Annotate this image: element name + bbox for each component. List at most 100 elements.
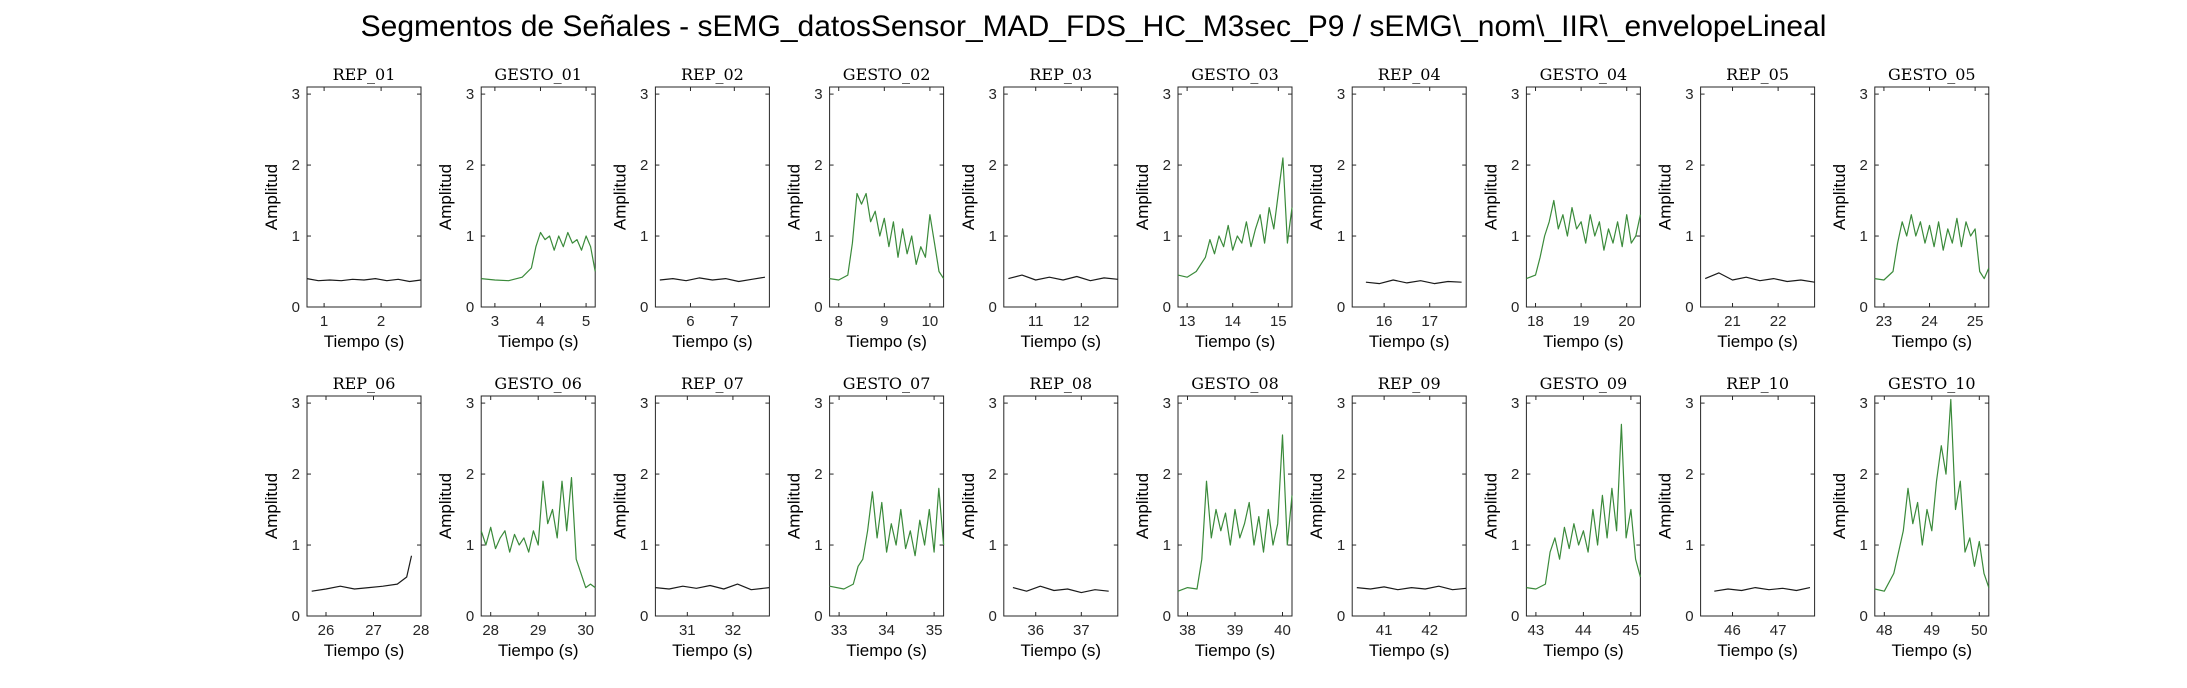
- subplot-title: REP_05: [1726, 65, 1789, 84]
- x-tick-label: 13: [1179, 313, 1196, 330]
- y-axis-label: Amplitud: [1481, 473, 1500, 539]
- y-tick-label: 2: [292, 466, 300, 483]
- series-line: [829, 487, 945, 590]
- subplot-title: GESTO_01: [494, 65, 582, 84]
- x-tick-label: 26: [318, 622, 335, 639]
- y-tick-label: 0: [1511, 299, 1519, 316]
- subplot-rep-05: 0 1 2 3 21 22 REP_05 Tiempo (s) Amplitud: [1656, 65, 1816, 351]
- y-tick-label: 2: [1511, 466, 1519, 483]
- y-tick-label: 1: [466, 228, 474, 245]
- y-tick-label: 3: [466, 86, 474, 103]
- x-tick-label: 30: [577, 622, 594, 639]
- axes-box: [306, 395, 422, 617]
- x-tick-label: 6: [686, 313, 694, 330]
- subplot-title: GESTO_08: [1191, 374, 1279, 393]
- x-tick-label: 9: [880, 313, 888, 330]
- x-tick-label: 11: [1028, 313, 1044, 330]
- x-tick-label: 22: [1770, 313, 1787, 330]
- x-tick-label: 25: [1967, 313, 1984, 330]
- axes-box: [1525, 86, 1641, 308]
- axes-box: [829, 86, 945, 308]
- x-tick-label: 7: [730, 313, 738, 330]
- y-tick-label: 1: [1511, 537, 1519, 554]
- y-tick-label: 2: [466, 466, 474, 483]
- x-tick-label: 15: [1270, 313, 1287, 330]
- y-tick-label: 0: [1511, 608, 1519, 625]
- y-tick-label: 3: [1337, 86, 1345, 103]
- axes-box: [480, 395, 596, 617]
- subplot-title: REP_07: [681, 374, 744, 393]
- axes-box: [306, 86, 422, 308]
- x-tick-label: 37: [1073, 622, 1090, 639]
- subplot-title: REP_09: [1378, 374, 1441, 393]
- subplot-gesto-02: 0 1 2 3 8 9 10 GESTO_02 Tiempo (s) Amplitud: [785, 65, 945, 351]
- x-tick-label: 34: [878, 622, 895, 639]
- y-axis-label: Amplitud: [959, 473, 978, 539]
- series-line: [1012, 585, 1109, 594]
- x-axis-label: Tiempo (s): [324, 641, 405, 660]
- y-tick-label: 0: [1859, 608, 1867, 625]
- y-tick-label: 3: [1511, 395, 1519, 412]
- x-tick-label: 28: [482, 622, 499, 639]
- y-axis-label: Amplitud: [785, 164, 804, 230]
- x-tick-label: 16: [1376, 313, 1393, 330]
- y-tick-label: 3: [640, 395, 648, 412]
- x-tick-label: 41: [1376, 622, 1393, 639]
- subplot-rep-04: 0 1 2 3 16 17 REP_04 Tiempo (s) Amplitud: [1307, 65, 1467, 351]
- axes-box: [1874, 86, 1990, 308]
- x-tick-label: 49: [1923, 622, 1940, 639]
- y-axis-label: Amplitud: [1830, 473, 1849, 539]
- series-line: [659, 276, 766, 283]
- y-tick-label: 1: [1685, 537, 1693, 554]
- axes-box: [1177, 86, 1293, 308]
- x-axis-label: Tiempo (s): [498, 332, 579, 351]
- y-tick-label: 0: [814, 608, 822, 625]
- y-axis-label: Amplitud: [1133, 164, 1152, 230]
- y-tick-label: 1: [988, 228, 996, 245]
- subplot-title: GESTO_09: [1540, 374, 1628, 393]
- series-line: [1177, 157, 1293, 278]
- y-axis-label: Amplitud: [1830, 164, 1849, 230]
- subplot-rep-07: 0 1 2 3 31 32 REP_07 Tiempo (s) Amplitud: [610, 374, 770, 660]
- subplot-title: REP_04: [1378, 65, 1441, 84]
- x-tick-label: 38: [1179, 622, 1196, 639]
- x-axis-label: Tiempo (s): [1717, 641, 1798, 660]
- y-tick-label: 0: [640, 299, 648, 316]
- y-tick-label: 1: [1337, 537, 1345, 554]
- y-tick-label: 0: [466, 608, 474, 625]
- subplot-rep-01: 0 1 2 3 1 2 REP_01 Tiempo (s) Amplitud: [262, 65, 422, 351]
- axes-box: [1351, 86, 1467, 308]
- subplot-title: GESTO_10: [1888, 374, 1976, 393]
- y-tick-label: 0: [988, 299, 996, 316]
- y-axis-label: Amplitud: [262, 164, 281, 230]
- y-tick-label: 0: [814, 299, 822, 316]
- y-tick-label: 1: [1685, 228, 1693, 245]
- y-tick-label: 1: [466, 537, 474, 554]
- y-tick-label: 1: [640, 228, 648, 245]
- x-tick-label: 33: [831, 622, 848, 639]
- subplot-gesto-06: 0 1 2 3 28 29 30 GESTO_06 Tiempo (s) Amplitud: [436, 374, 596, 660]
- y-axis-label: Amplitud: [1133, 473, 1152, 539]
- y-tick-label: 1: [1859, 537, 1867, 554]
- x-axis-label: Tiempo (s): [1891, 641, 1972, 660]
- series-line: [306, 278, 422, 283]
- x-tick-label: 40: [1274, 622, 1291, 639]
- x-tick-label: 28: [413, 622, 430, 639]
- y-tick-label: 3: [988, 395, 996, 412]
- subplot-rep-09: 0 1 2 3 41 42 REP_09 Tiempo (s) Amplitud: [1307, 374, 1467, 660]
- series-line: [1526, 423, 1641, 590]
- subplot-title: GESTO_05: [1888, 65, 1976, 84]
- subplot-gesto-04: 0 1 2 3 18 19 20 GESTO_04 Tiempo (s) Amplitud: [1481, 65, 1641, 351]
- x-axis-label: Tiempo (s): [1020, 332, 1101, 351]
- y-axis-label: Amplitud: [1656, 164, 1675, 230]
- y-tick-label: 2: [1685, 466, 1693, 483]
- x-tick-label: 47: [1770, 622, 1787, 639]
- y-tick-label: 3: [814, 86, 822, 103]
- y-tick-label: 1: [814, 537, 822, 554]
- y-tick-label: 1: [292, 537, 300, 554]
- series-line: [311, 555, 413, 592]
- y-tick-label: 2: [814, 157, 822, 174]
- x-tick-label: 27: [365, 622, 382, 639]
- series-line: [1008, 274, 1118, 282]
